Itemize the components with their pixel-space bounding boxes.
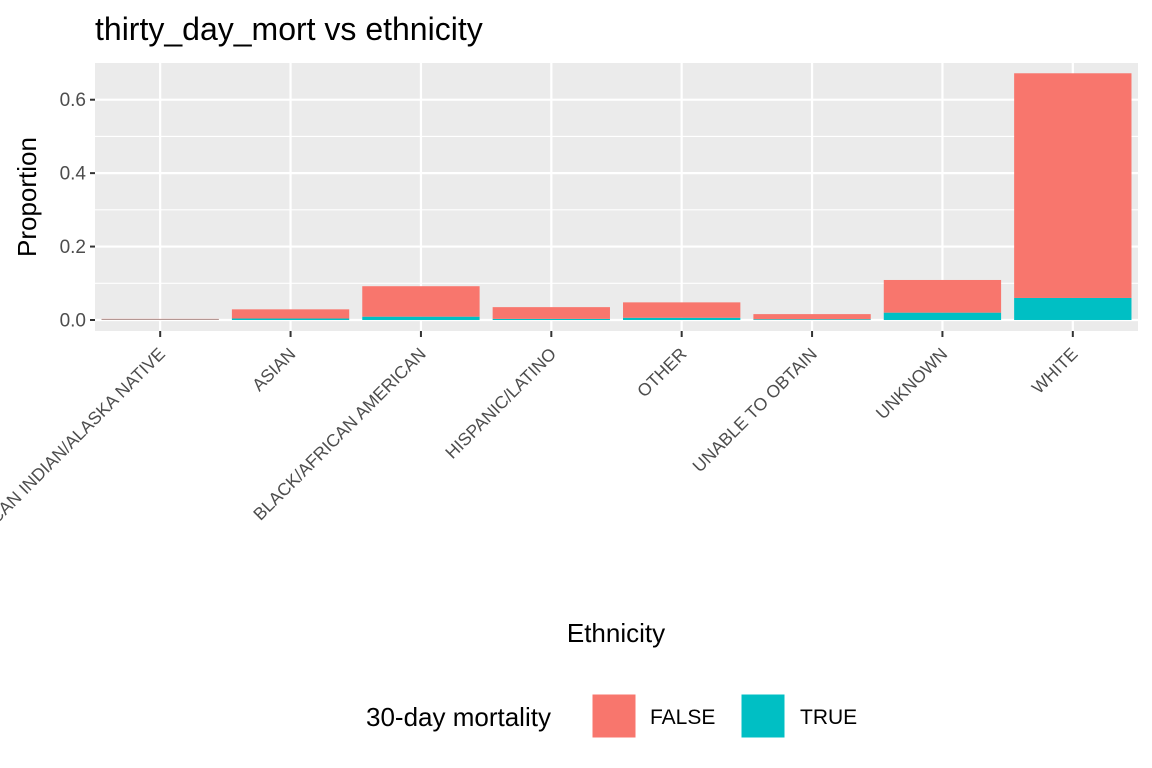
legend: 30-day mortality FALSE TRUE xyxy=(366,693,857,739)
bar-false xyxy=(362,286,480,317)
y-tick-label: 0.4 xyxy=(60,164,87,185)
bar-true xyxy=(1014,297,1132,320)
x-tick-label: UNKNOWN xyxy=(872,344,951,423)
bar-false xyxy=(1014,73,1132,298)
bar-true xyxy=(753,319,871,320)
legend-label-false: FALSE xyxy=(650,706,715,729)
y-tick-label: 0.2 xyxy=(60,237,86,258)
bar-false xyxy=(753,314,871,320)
bar-true xyxy=(231,318,350,320)
bars xyxy=(101,73,1132,320)
y-axis-title: Proportion xyxy=(12,137,42,257)
chart-title: thirty_day_mort vs ethnicity xyxy=(95,11,483,47)
legend-key-true xyxy=(740,693,786,739)
y-axis-ticks: 0.0 0.2 0.4 0.6 xyxy=(60,90,95,331)
x-tick-label: ASIAN xyxy=(248,344,299,395)
legend-title: 30-day mortality xyxy=(366,702,551,732)
bar-false xyxy=(231,309,350,319)
bar-true xyxy=(623,317,741,320)
legend-key-false xyxy=(591,693,637,739)
x-axis-ticks: AMERICAN INDIAN/ALASKA NATIVE ASIANBLACK/… xyxy=(0,331,1082,567)
bar-false xyxy=(883,279,1002,313)
x-tick-label: UNABLE TO OBTAIN xyxy=(688,344,820,476)
bar-true xyxy=(492,318,610,320)
x-tick-label: HISPANIC/LATINO xyxy=(441,344,560,463)
bar-true xyxy=(883,312,1002,320)
x-axis-title: Ethnicity xyxy=(567,618,665,648)
bar-false xyxy=(623,302,741,318)
legend-items: FALSE TRUE xyxy=(591,693,857,739)
bar-true xyxy=(362,316,480,320)
bar-false xyxy=(492,307,610,319)
y-tick-label: 0.6 xyxy=(60,90,86,111)
x-tick-label: WHITE xyxy=(1028,344,1082,398)
bar-false xyxy=(101,318,219,320)
x-tick-label: AMERICAN INDIAN/ALASKA NATIVE xyxy=(0,344,169,567)
x-tick-label: OTHER xyxy=(633,344,690,401)
y-tick-label: 0.0 xyxy=(60,310,86,331)
legend-label-true: TRUE xyxy=(800,706,857,729)
